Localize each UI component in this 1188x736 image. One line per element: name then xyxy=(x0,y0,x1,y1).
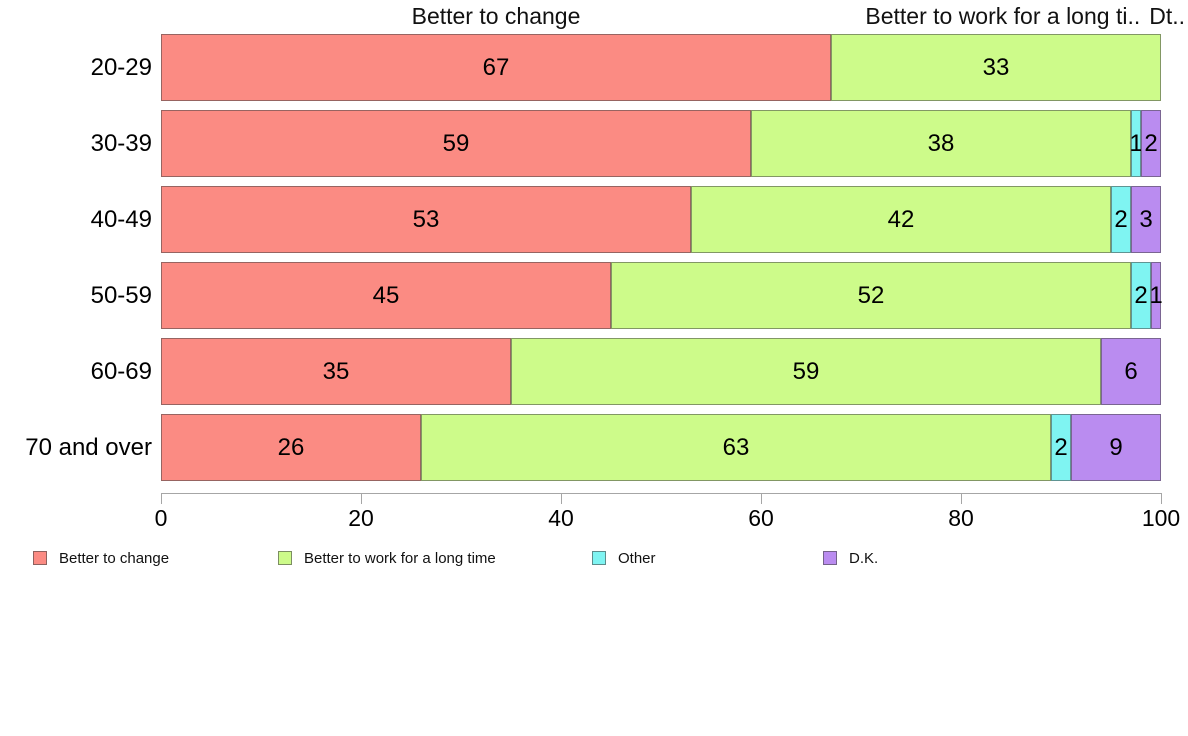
bar-segment-better-to-change[interactable]: 53 xyxy=(161,186,691,253)
bar-segment-better-to-change[interactable]: 67 xyxy=(161,34,831,101)
bar-segment-better-to-work-for-a-long-time[interactable]: 63 xyxy=(421,414,1051,481)
segment-value-label: 67 xyxy=(482,53,510,81)
x-axis-tick xyxy=(361,493,362,504)
bar-segment-better-to-change[interactable]: 59 xyxy=(161,110,751,177)
bar-segment-better-to-change[interactable]: 45 xyxy=(161,262,611,329)
bar-segment-other[interactable]: 2 xyxy=(1051,414,1071,481)
column-header-better-to-change: Better to change xyxy=(411,3,581,29)
legend-swatch xyxy=(592,551,606,565)
legend-swatch xyxy=(33,551,47,565)
category-label: 60-69 xyxy=(90,357,152,385)
x-axis-tick xyxy=(161,493,162,504)
segment-value-label: 52 xyxy=(857,281,885,309)
x-axis-tick-label: 80 xyxy=(948,505,974,531)
segment-value-label: 1 xyxy=(1149,281,1163,309)
column-header-better-to-work: Better to work for a long ti.. xyxy=(865,3,1141,29)
legend-swatch xyxy=(278,551,292,565)
legend-label: D.K. xyxy=(849,549,879,567)
segment-value-label: 45 xyxy=(372,281,400,309)
segment-value-label: 59 xyxy=(792,357,820,385)
x-axis-tick-label: 100 xyxy=(1141,505,1181,531)
bar-segment-other[interactable]: 2 xyxy=(1131,262,1151,329)
legend-swatch xyxy=(823,551,837,565)
segment-value-label: 2 xyxy=(1114,205,1128,233)
legend-label: Better to work for a long time xyxy=(304,549,496,567)
column-header-other-dk-truncated: Dt.. xyxy=(1149,3,1185,29)
legend-item-better-to-change[interactable]: Better to change xyxy=(33,549,170,567)
segment-value-label: 53 xyxy=(412,205,440,233)
x-axis-tick xyxy=(1161,493,1162,504)
segment-value-label: 42 xyxy=(887,205,915,233)
bar-segment-other[interactable]: 2 xyxy=(1111,186,1131,253)
segment-value-label: 35 xyxy=(322,357,350,385)
bar-segment-better-to-work-for-a-long-time[interactable]: 38 xyxy=(751,110,1131,177)
segment-value-label: 9 xyxy=(1109,433,1123,461)
x-axis-tick-label: 20 xyxy=(348,505,374,531)
x-axis-line xyxy=(161,493,1162,494)
segment-value-label: 63 xyxy=(722,433,750,461)
bar-segment-better-to-change[interactable]: 35 xyxy=(161,338,511,405)
legend-item-d-k[interactable]: D.K. xyxy=(823,549,879,567)
category-label: 20-29 xyxy=(90,53,152,81)
bar-segment-d-k[interactable]: 3 xyxy=(1131,186,1161,253)
segment-value-label: 59 xyxy=(442,129,470,157)
category-label: 40-49 xyxy=(90,205,152,233)
x-axis-tick xyxy=(761,493,762,504)
bar-segment-better-to-work-for-a-long-time[interactable]: 42 xyxy=(691,186,1111,253)
bar-segment-d-k[interactable]: 1 xyxy=(1149,262,1163,329)
legend-label: Other xyxy=(618,549,656,567)
bar-segment-better-to-change[interactable]: 26 xyxy=(161,414,421,481)
segment-value-label: 38 xyxy=(927,129,955,157)
legend-item-better-to-work-for-a-long-time[interactable]: Better to work for a long time xyxy=(278,549,496,567)
category-label: 30-39 xyxy=(90,129,152,157)
bar-segment-d-k[interactable]: 6 xyxy=(1101,338,1161,405)
segment-value-label: 3 xyxy=(1139,205,1153,233)
x-axis-tick xyxy=(561,493,562,504)
bar-segment-d-k[interactable]: 9 xyxy=(1071,414,1161,481)
bar-segment-d-k[interactable]: 2 xyxy=(1141,110,1161,177)
x-axis-tick-label: 40 xyxy=(548,505,574,531)
legend-label: Better to change xyxy=(59,549,170,567)
segment-value-label: 26 xyxy=(277,433,305,461)
segment-value-label: 2 xyxy=(1144,129,1158,157)
legend-item-other[interactable]: Other xyxy=(592,549,656,567)
bar-segment-better-to-work-for-a-long-time[interactable]: 33 xyxy=(831,34,1161,101)
category-label: 70 and over xyxy=(25,433,152,461)
segment-value-label: 6 xyxy=(1124,357,1138,385)
bar-segment-better-to-work-for-a-long-time[interactable]: 52 xyxy=(611,262,1131,329)
segment-value-label: 33 xyxy=(982,53,1010,81)
bar-segment-other[interactable]: 1 xyxy=(1129,110,1143,177)
x-axis-tick-label: 0 xyxy=(154,505,168,531)
category-label: 50-59 xyxy=(90,281,152,309)
x-axis-tick-label: 60 xyxy=(748,505,774,531)
x-axis-tick xyxy=(961,493,962,504)
segment-value-label: 2 xyxy=(1054,433,1068,461)
bar-segment-better-to-work-for-a-long-time[interactable]: 59 xyxy=(511,338,1101,405)
segment-value-label: 2 xyxy=(1134,281,1148,309)
column-header-right-truncated: Better to work for a long ti.. Dt.. xyxy=(865,2,1185,30)
